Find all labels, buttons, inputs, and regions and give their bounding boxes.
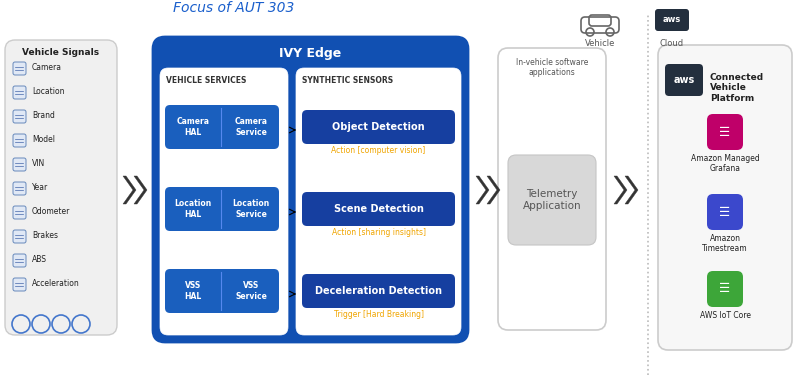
Text: Odometer: Odometer — [32, 207, 70, 216]
Text: Location
Service: Location Service — [232, 199, 270, 219]
FancyBboxPatch shape — [153, 37, 468, 342]
FancyBboxPatch shape — [13, 110, 26, 123]
FancyBboxPatch shape — [302, 192, 455, 226]
Text: Amazon
Timestream: Amazon Timestream — [702, 234, 748, 254]
Text: Deceleration Detection: Deceleration Detection — [315, 286, 442, 296]
Text: Telemetry
Application: Telemetry Application — [522, 189, 582, 211]
FancyBboxPatch shape — [165, 105, 279, 149]
FancyBboxPatch shape — [302, 110, 455, 144]
Text: Acceleration: Acceleration — [32, 280, 80, 289]
Text: SYNTHETIC SENSORS: SYNTHETIC SENSORS — [302, 76, 393, 85]
Text: Camera
Service: Camera Service — [234, 117, 267, 137]
FancyBboxPatch shape — [707, 271, 743, 307]
Text: Trigger [Hard Breaking]: Trigger [Hard Breaking] — [334, 310, 423, 319]
FancyBboxPatch shape — [13, 62, 26, 75]
Text: Year: Year — [32, 184, 48, 193]
FancyBboxPatch shape — [165, 187, 279, 231]
Text: Action [sharing insights]: Action [sharing insights] — [331, 228, 426, 237]
FancyBboxPatch shape — [165, 269, 279, 313]
Text: VSS
Service: VSS Service — [235, 281, 267, 301]
Polygon shape — [123, 176, 136, 204]
Text: IVY Edge: IVY Edge — [279, 47, 342, 60]
Text: Brakes: Brakes — [32, 232, 58, 241]
FancyBboxPatch shape — [5, 40, 117, 335]
Text: Connected
Vehicle
Platform: Connected Vehicle Platform — [710, 73, 764, 103]
Text: Camera: Camera — [32, 64, 62, 73]
FancyBboxPatch shape — [13, 278, 26, 291]
Text: Camera
HAL: Camera HAL — [177, 117, 210, 137]
Text: In-vehicle software
applications: In-vehicle software applications — [516, 58, 588, 77]
FancyBboxPatch shape — [13, 182, 26, 195]
FancyBboxPatch shape — [13, 230, 26, 243]
FancyBboxPatch shape — [302, 274, 455, 308]
Text: Amazon Managed
Grafana: Amazon Managed Grafana — [690, 154, 759, 174]
Text: VSS
HAL: VSS HAL — [184, 281, 202, 301]
Text: Vehicle Signals: Vehicle Signals — [22, 48, 99, 57]
Text: aws: aws — [663, 16, 681, 25]
Text: Cloud: Cloud — [660, 39, 684, 48]
Polygon shape — [487, 176, 500, 204]
Text: Focus of AUT 303: Focus of AUT 303 — [173, 1, 294, 15]
FancyBboxPatch shape — [13, 206, 26, 219]
Text: AWS IoT Core: AWS IoT Core — [699, 311, 750, 320]
Text: VEHICLE SERVICES: VEHICLE SERVICES — [166, 76, 246, 85]
Text: ☰: ☰ — [719, 126, 730, 138]
FancyBboxPatch shape — [13, 86, 26, 99]
FancyBboxPatch shape — [707, 194, 743, 230]
FancyBboxPatch shape — [13, 254, 26, 267]
Text: Location: Location — [32, 87, 65, 96]
Text: aws: aws — [674, 75, 694, 85]
Text: ABS: ABS — [32, 255, 47, 264]
FancyBboxPatch shape — [13, 134, 26, 147]
Text: Object Detection: Object Detection — [332, 122, 425, 132]
Polygon shape — [134, 176, 147, 204]
Text: Model: Model — [32, 135, 55, 145]
Polygon shape — [625, 176, 638, 204]
Text: Scene Detection: Scene Detection — [334, 204, 423, 214]
FancyBboxPatch shape — [160, 68, 288, 335]
Text: Vehicle: Vehicle — [585, 39, 615, 48]
FancyBboxPatch shape — [296, 68, 461, 335]
Text: Action [computer vision]: Action [computer vision] — [331, 146, 426, 155]
Polygon shape — [614, 176, 627, 204]
Text: ☰: ☰ — [719, 206, 730, 218]
FancyBboxPatch shape — [655, 9, 689, 31]
Text: Location
HAL: Location HAL — [174, 199, 212, 219]
Text: ☰: ☰ — [719, 282, 730, 296]
FancyBboxPatch shape — [665, 64, 703, 96]
Text: VIN: VIN — [32, 160, 46, 168]
FancyBboxPatch shape — [658, 45, 792, 350]
FancyBboxPatch shape — [707, 114, 743, 150]
FancyBboxPatch shape — [13, 158, 26, 171]
Polygon shape — [476, 176, 489, 204]
FancyBboxPatch shape — [508, 155, 596, 245]
Text: Brand: Brand — [32, 112, 55, 121]
FancyBboxPatch shape — [498, 48, 606, 330]
